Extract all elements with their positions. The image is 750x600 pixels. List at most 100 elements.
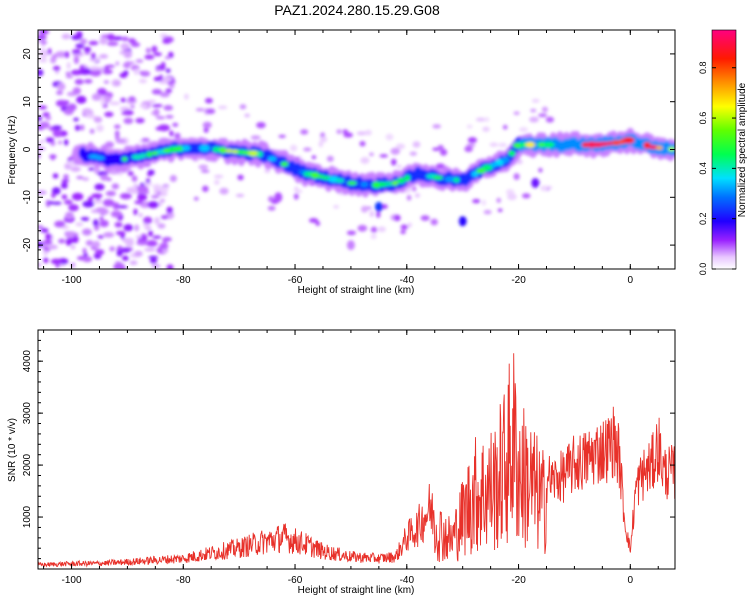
spectrogram-noise-blob	[155, 67, 162, 72]
spectrogram-noise-blob	[155, 116, 166, 120]
spectrogram-noise-blob	[79, 38, 88, 45]
spectrogram-noise-blob	[123, 117, 134, 124]
spectrogram-noise-blob	[120, 43, 130, 50]
spectrogram-noise-blob	[110, 210, 123, 218]
spectrogram-noise-blob	[121, 255, 129, 261]
spectrogram-noise-blob	[139, 71, 144, 75]
spectrogram-noise-blob	[104, 141, 115, 149]
spectrogram-peak	[360, 181, 369, 187]
spectrogram-noise-blob	[356, 131, 367, 136]
x-tick-label: -40	[400, 575, 415, 586]
spectrogram-noise-blob	[136, 240, 149, 246]
spectrogram-noise-blob	[264, 168, 271, 173]
spectrogram-peak	[131, 154, 143, 160]
spectrogram-noise-blob	[151, 264, 161, 268]
spectrogram-noise-blob	[149, 258, 158, 264]
spectrogram-noise-blob	[89, 66, 101, 71]
spectrogram-noise-blob	[303, 147, 312, 152]
spectrogram-noise-blob	[300, 129, 309, 135]
spectrogram-noise-blob	[133, 183, 138, 191]
spectrogram-noise-blob	[52, 125, 62, 130]
spectrogram-noise-blob	[38, 34, 47, 40]
spectrogram-peak	[385, 181, 393, 186]
spectrogram-noise-blob	[144, 54, 155, 60]
spectrogram-noise-blob	[385, 133, 394, 141]
colorbar-label: Normalized spectral amplitude	[737, 82, 748, 217]
spectrogram-noise-blob	[100, 174, 109, 181]
spectrogram-noise-blob	[498, 142, 507, 148]
colorbar-tick-label: 0.2	[698, 212, 708, 225]
spectrogram-feature	[458, 216, 467, 227]
spectrogram-noise-blob	[519, 127, 528, 133]
spectrogram-peak	[95, 155, 105, 161]
spectrogram-noise-blob	[70, 244, 76, 250]
spectrogram-noise-blob	[121, 36, 129, 42]
colorbar: 0.0 0.2 0.4 0.6 0.8 Normalized spectral ampl…	[698, 29, 748, 275]
spectrogram-noise-blob	[162, 40, 171, 44]
spectrogram-noise-blob	[143, 181, 153, 187]
spectrogram-noise-blob	[63, 199, 73, 205]
spectrogram-noise-blob	[174, 132, 181, 139]
spectrogram-image	[38, 30, 675, 269]
spectrogram-noise-blob	[359, 140, 366, 147]
spectrogram-noise-blob	[51, 187, 61, 195]
spectrogram-noise-blob	[195, 108, 205, 112]
spectrogram-noise-blob	[137, 193, 148, 201]
spectrogram-noise-blob	[91, 193, 103, 199]
spectrogram-noise-blob	[42, 239, 53, 245]
spectrogram-noise-blob	[127, 171, 134, 176]
spectrogram-noise-blob	[130, 104, 135, 109]
spectrogram-noise-blob	[39, 121, 50, 129]
y-tick-label: -10	[22, 190, 33, 205]
spectrogram-noise-blob	[82, 228, 92, 236]
spectrogram-noise-blob	[530, 108, 537, 113]
spectrogram-peak	[225, 148, 233, 153]
spectrogram-noise-blob	[122, 62, 131, 69]
spectrogram-noise-blob	[72, 87, 82, 95]
spectrogram-noise-blob	[82, 200, 95, 208]
spectrogram-noise-blob	[123, 224, 134, 232]
spectrogram-noise-blob	[400, 230, 406, 235]
spectrogram-noise-blob	[165, 88, 173, 94]
spectrogram-noise-blob	[213, 174, 224, 179]
spectrogram-noise-blob	[99, 219, 109, 228]
spectrogram-noise-blob	[135, 117, 145, 124]
spectrogram-noise-blob	[136, 185, 149, 193]
spectrogram-noise-blob	[158, 124, 170, 132]
spectrogram-peak	[199, 144, 210, 152]
spectrogram-noise-blob	[114, 221, 123, 228]
spectrogram-noise-blob	[91, 52, 96, 60]
x-tick-label: -80	[176, 575, 191, 586]
spectrogram-noise-blob	[163, 105, 173, 111]
spectrogram-x-tick-labels: -100 -80 -60 -40 -20 0	[62, 275, 634, 286]
spectrogram-noise-blob	[76, 95, 87, 104]
spectrogram-noise-blob	[235, 193, 245, 198]
spectrogram-noise-blob	[540, 185, 548, 192]
spectrogram-noise-blob	[318, 141, 324, 148]
spectrogram-noise-blob	[409, 151, 418, 156]
spectrogram-noise-blob	[531, 98, 540, 103]
spectrogram-noise-blob	[154, 216, 160, 225]
spectrogram-noise-blob	[85, 239, 94, 246]
spectrogram-noise-blob	[219, 187, 229, 195]
y-tick-label: 20	[22, 48, 33, 60]
spectrogram-noise-blob	[73, 117, 79, 122]
spectrogram-noise-blob	[54, 220, 66, 228]
spectrogram-noise-blob	[38, 225, 44, 229]
spectrogram-noise-blob	[63, 139, 69, 146]
spectrogram-noise-blob	[147, 201, 159, 209]
spectrogram-x-axis-label: Height of straight line (km)	[298, 285, 415, 296]
spectrogram-noise-blob	[116, 249, 123, 257]
spectrogram-noise-blob	[103, 80, 110, 84]
spectrogram-peak	[525, 141, 536, 148]
spectrogram-noise-blob	[58, 238, 66, 244]
spectrogram-noise-blob	[333, 205, 340, 209]
spectrogram-noise-blob	[120, 248, 131, 253]
spectrogram-noise-blob	[87, 167, 96, 171]
spectrogram-noise-blob	[61, 194, 68, 200]
spectrogram-noise-blob	[336, 129, 342, 135]
spectrogram-noise-blob	[61, 179, 70, 183]
spectrogram-noise-blob	[289, 144, 298, 152]
spectrogram-peak	[611, 140, 622, 146]
